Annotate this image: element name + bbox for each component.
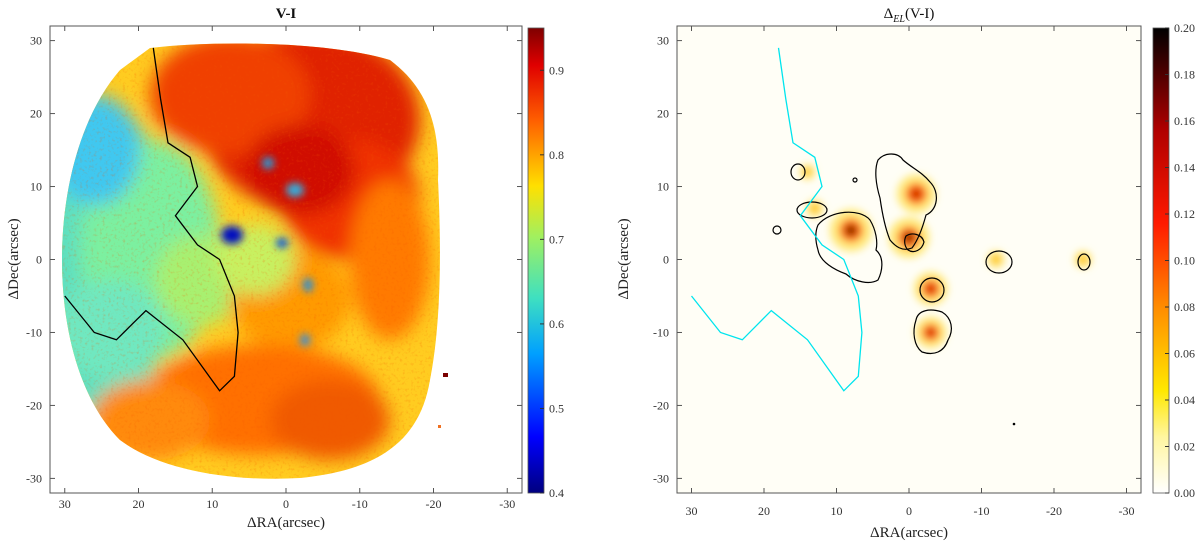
colorbar-tick-label: 0.10 bbox=[1174, 254, 1195, 268]
x-tick-label: 10 bbox=[206, 497, 218, 511]
del-black-contours bbox=[772, 153, 1091, 355]
del-title-delta: Δ bbox=[884, 6, 894, 22]
vi-colorbar-ticks: 0.4 0.5 0.6 0.7 0.8 0.9 bbox=[540, 63, 564, 500]
emission-mid bbox=[1078, 254, 1088, 265]
del-contour-west3 bbox=[772, 225, 782, 235]
colorbar-tick-label: 0.20 bbox=[1174, 21, 1195, 35]
y-tick-label: 0 bbox=[36, 253, 42, 267]
x-tick-label: -20 bbox=[1046, 504, 1062, 518]
y-tick-label: 0 bbox=[663, 253, 669, 267]
del-contour-east2 bbox=[1077, 253, 1091, 271]
colorbar-tick-label: 0.00 bbox=[1174, 486, 1195, 500]
vi-colormap-image bbox=[62, 43, 448, 479]
x-tick-label: 20 bbox=[758, 504, 770, 518]
y-tick-label: -10 bbox=[26, 325, 42, 339]
del-contour-south1 bbox=[919, 277, 945, 303]
emission-core bbox=[845, 224, 857, 236]
colorbar-tick-label: 0.8 bbox=[549, 148, 564, 162]
del-contour-west1 bbox=[796, 201, 828, 219]
emission-mid bbox=[809, 203, 820, 214]
vi-y-ticks: -30 -20 -10 0 10 20 30 bbox=[26, 34, 522, 485]
colorbar-tick-label: 0.9 bbox=[549, 63, 564, 77]
del-contour-west2 bbox=[790, 163, 806, 181]
x-tick-label: 20 bbox=[133, 497, 145, 511]
vi-contour-line bbox=[64, 47, 239, 392]
y-tick-label: -10 bbox=[653, 325, 669, 339]
del-contour-mid bbox=[904, 233, 925, 253]
colorbar-tick-label: 0.4 bbox=[549, 486, 564, 500]
colorbar-tick-label: 0.06 bbox=[1174, 347, 1195, 361]
colorbar-tick-label: 0.18 bbox=[1174, 68, 1195, 82]
colorbar-tick-label: 0.14 bbox=[1174, 161, 1195, 175]
emission-core bbox=[926, 284, 935, 293]
emission-mid bbox=[991, 254, 1001, 265]
colorbar-tick-label: 0.08 bbox=[1174, 300, 1195, 314]
y-tick-label: 10 bbox=[30, 180, 42, 194]
del-y-ticks: -30 -20 -10 0 10 20 30 bbox=[653, 34, 1141, 485]
x-tick-label: -10 bbox=[352, 497, 368, 511]
colorbar-tick-label: 0.6 bbox=[549, 317, 564, 331]
y-tick-label: 20 bbox=[657, 107, 669, 121]
y-tick-label: 10 bbox=[657, 180, 669, 194]
colorbar-tick-label: 0.7 bbox=[549, 232, 564, 246]
del-contour-south2 bbox=[913, 309, 952, 355]
del-colorbar-ticks: 0.00 0.02 0.04 0.06 0.08 0.10 0.12 0.14 0.16 0.18… bbox=[1165, 21, 1195, 500]
colorbar-tick-label: 0.16 bbox=[1174, 114, 1195, 128]
del-colormap-image bbox=[677, 26, 1141, 493]
y-tick-label: -20 bbox=[26, 398, 42, 412]
x-tick-label: 30 bbox=[686, 504, 698, 518]
del-y-axis-label: ΔDec(arcsec) bbox=[616, 218, 632, 299]
y-tick-label: 30 bbox=[657, 34, 669, 48]
del-title: ΔEL(V-I) bbox=[884, 6, 935, 25]
colorbar-tick-label: 0.5 bbox=[549, 401, 564, 415]
x-tick-label: 30 bbox=[59, 497, 71, 511]
vi-x-axis-label: ΔRA(arcsec) bbox=[247, 515, 325, 531]
del-panel: ΔEL(V-I) 30 20 10 0 -10 -20 -30 -30 -20 -10 0 10 20… bbox=[616, 6, 1195, 541]
del-title-suffix: (V-I) bbox=[905, 6, 934, 22]
vi-y-axis-label: ΔDec(arcsec) bbox=[6, 218, 22, 299]
emission-core bbox=[926, 328, 935, 337]
del-cyan-contour-line bbox=[690, 47, 863, 392]
x-tick-label: -30 bbox=[499, 497, 515, 511]
del-contour-upper bbox=[875, 153, 937, 250]
y-tick-label: 20 bbox=[30, 107, 42, 121]
vi-x-ticks: 30 20 10 0 -10 -20 -30 bbox=[59, 26, 515, 511]
y-tick-label: -30 bbox=[26, 471, 42, 485]
colorbar-tick-label: 0.04 bbox=[1174, 393, 1195, 407]
del-contour-tiny bbox=[852, 177, 858, 183]
vi-colorbar bbox=[527, 27, 545, 494]
del-x-ticks: 30 20 10 0 -10 -20 -30 bbox=[686, 26, 1135, 518]
del-x-axis-label: ΔRA(arcsec) bbox=[870, 525, 948, 541]
emission-core bbox=[911, 188, 922, 199]
y-tick-label: -30 bbox=[653, 471, 669, 485]
colorbar-tick-label: 0.02 bbox=[1174, 440, 1195, 454]
y-tick-label: -20 bbox=[653, 398, 669, 412]
x-tick-label: 0 bbox=[906, 504, 912, 518]
y-tick-label: 30 bbox=[30, 34, 42, 48]
x-tick-label: -10 bbox=[974, 504, 990, 518]
del-title-subscript: EL bbox=[892, 14, 905, 25]
x-tick-label: -20 bbox=[426, 497, 442, 511]
del-contour-main bbox=[815, 211, 883, 284]
x-tick-label: 0 bbox=[283, 497, 289, 511]
x-tick-label: 10 bbox=[831, 504, 843, 518]
del-dot bbox=[1012, 422, 1016, 426]
x-tick-label: -30 bbox=[1119, 504, 1135, 518]
colorbar-tick-label: 0.12 bbox=[1174, 207, 1195, 221]
vi-panel: V-I bbox=[6, 6, 564, 531]
vi-title: V-I bbox=[276, 6, 297, 22]
del-contour-east1 bbox=[985, 250, 1013, 274]
